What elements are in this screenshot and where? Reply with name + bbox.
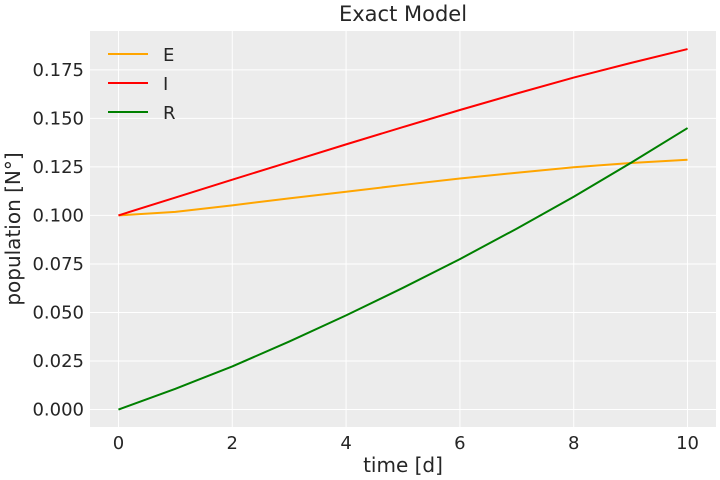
x-axis-label: time [d] bbox=[363, 453, 443, 477]
plot-area bbox=[90, 31, 716, 427]
y-tick-label: 0.050 bbox=[32, 302, 84, 323]
y-tick-label: 0.025 bbox=[32, 351, 84, 372]
legend-label: R bbox=[163, 103, 176, 124]
x-tick-label: 2 bbox=[227, 433, 238, 454]
y-tick-label: 0.075 bbox=[32, 254, 84, 275]
series-line-E bbox=[118, 158, 688, 217]
y-tick-label: 0.175 bbox=[32, 60, 84, 81]
legend-label: I bbox=[163, 74, 168, 95]
series-layer bbox=[118, 48, 689, 411]
y-axis-ticks: 0.000 0.025 0.050 0.075 0.100 0.125 0.150 0.175 bbox=[32, 60, 84, 421]
grid bbox=[90, 31, 716, 427]
series-line-I bbox=[118, 48, 688, 217]
chart-title: Exact Model bbox=[339, 2, 467, 26]
y-tick-label: 0.100 bbox=[32, 205, 84, 226]
y-axis-label: population [N°] bbox=[1, 152, 25, 305]
x-tick-label: 10 bbox=[676, 433, 699, 454]
y-tick-label: 0.000 bbox=[32, 400, 84, 421]
x-tick-label: 8 bbox=[568, 433, 579, 454]
series-line-R bbox=[118, 127, 689, 411]
x-axis-ticks: 0 2 4 6 8 10 bbox=[113, 433, 699, 454]
y-tick-label: 0.150 bbox=[32, 108, 84, 129]
legend: EIR bbox=[108, 45, 176, 124]
legend-label: E bbox=[163, 45, 174, 66]
x-tick-label: 4 bbox=[340, 433, 351, 454]
y-tick-label: 0.125 bbox=[32, 157, 84, 178]
x-tick-label: 6 bbox=[454, 433, 465, 454]
x-tick-label: 0 bbox=[113, 433, 124, 454]
